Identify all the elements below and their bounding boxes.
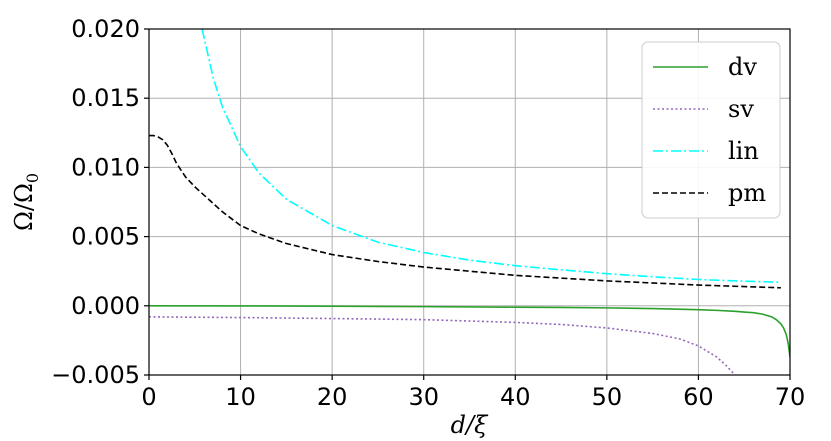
y-tick-label: 0.010 (71, 153, 140, 181)
y-tick-label: 0.000 (71, 292, 140, 320)
legend-label-lin: lin (728, 137, 759, 165)
y-axis-label-subscript: 0 (23, 173, 42, 183)
series-line-lin (201, 29, 781, 284)
y-axis-label: Ω/Ω0 (10, 173, 42, 231)
y-tick-label: −0.005 (51, 361, 140, 389)
series-line-pm (149, 134, 781, 289)
x-tick-label: 10 (225, 383, 256, 411)
series-line-dv (149, 304, 790, 358)
x-tick-label: 60 (683, 383, 714, 411)
x-tick-label: 0 (141, 383, 156, 411)
x-tick-label: 70 (775, 383, 806, 411)
x-tick-label: 30 (408, 383, 439, 411)
y-axis-label-main: Ω/Ω (10, 183, 38, 231)
y-tick-label: 0.015 (71, 84, 140, 112)
x-axis-ticks: 0 10 20 30 40 50 60 70 (141, 375, 805, 411)
y-tick-label: 0.005 (71, 223, 140, 251)
y-axis-ticks: −0.005 0.000 0.005 0.010 0.015 0.020 (51, 15, 149, 389)
plot-frame (148, 28, 791, 376)
y-tick-label: 0.020 (71, 15, 140, 43)
x-axis-label: d/ξ (451, 411, 489, 439)
series-line-sv (149, 316, 736, 375)
x-tick-label: 50 (592, 383, 623, 411)
legend-label-pm: pm (728, 179, 766, 207)
legend: dv sv lin pm (641, 41, 781, 219)
x-tick-label: 40 (500, 383, 531, 411)
legend-label-sv: sv (728, 95, 754, 123)
legend-box (641, 41, 781, 219)
x-tick-label: 20 (317, 383, 348, 411)
legend-label-dv: dv (728, 53, 757, 81)
series-lines (149, 29, 790, 375)
